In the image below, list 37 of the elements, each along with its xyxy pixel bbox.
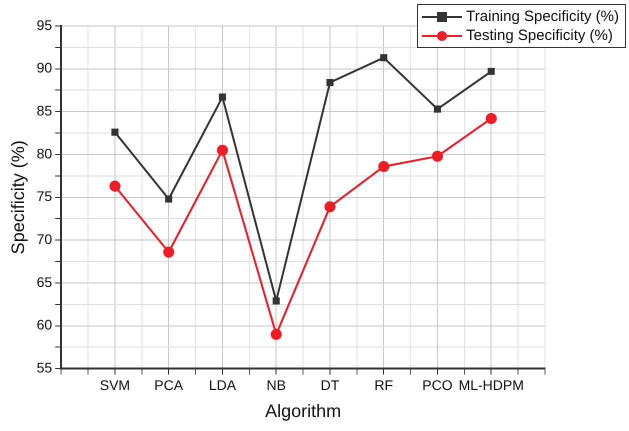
x-tick-label: LDA [208,376,237,393]
point [111,128,118,136]
y-tick-label: 70 [36,230,52,247]
y-tick-label: 90 [36,60,52,76]
point [324,201,336,212]
x-tick-label: ML-HDPM [458,376,524,393]
y-tick-label: 60 [36,316,52,333]
x-tick-label: DT [320,376,340,393]
y-tick-label: 85 [36,102,52,119]
point [488,68,495,75]
point [380,54,388,62]
point [272,297,280,304]
point [378,160,390,172]
x-tick-label: NB [266,376,286,393]
point [216,144,228,156]
point [165,195,172,203]
point [270,328,282,340]
y-tick-label: 65 [36,274,52,290]
point [486,113,497,124]
y-tick-label: 55 [36,359,52,376]
point [434,106,442,113]
point [218,94,226,101]
y-axis-title: Specificity (%) [8,140,28,254]
y-tick-label: 75 [36,188,52,204]
x-tick-label: PCA [154,376,184,393]
y-tick-label: 95 [36,16,52,33]
legend-label: Testing Specificity (%) [466,26,613,45]
x-tick-label: RF [374,376,394,393]
y-tick-label: 80 [36,145,52,162]
x-axis-title: Algorithm [265,401,342,422]
legend-label: Training Specificity (%) [466,7,619,26]
point [109,180,120,192]
x-tick-label: PCO [422,376,453,393]
point [326,78,334,86]
point [163,246,174,258]
x-tick-label: SVM [100,376,130,393]
point [432,150,443,162]
